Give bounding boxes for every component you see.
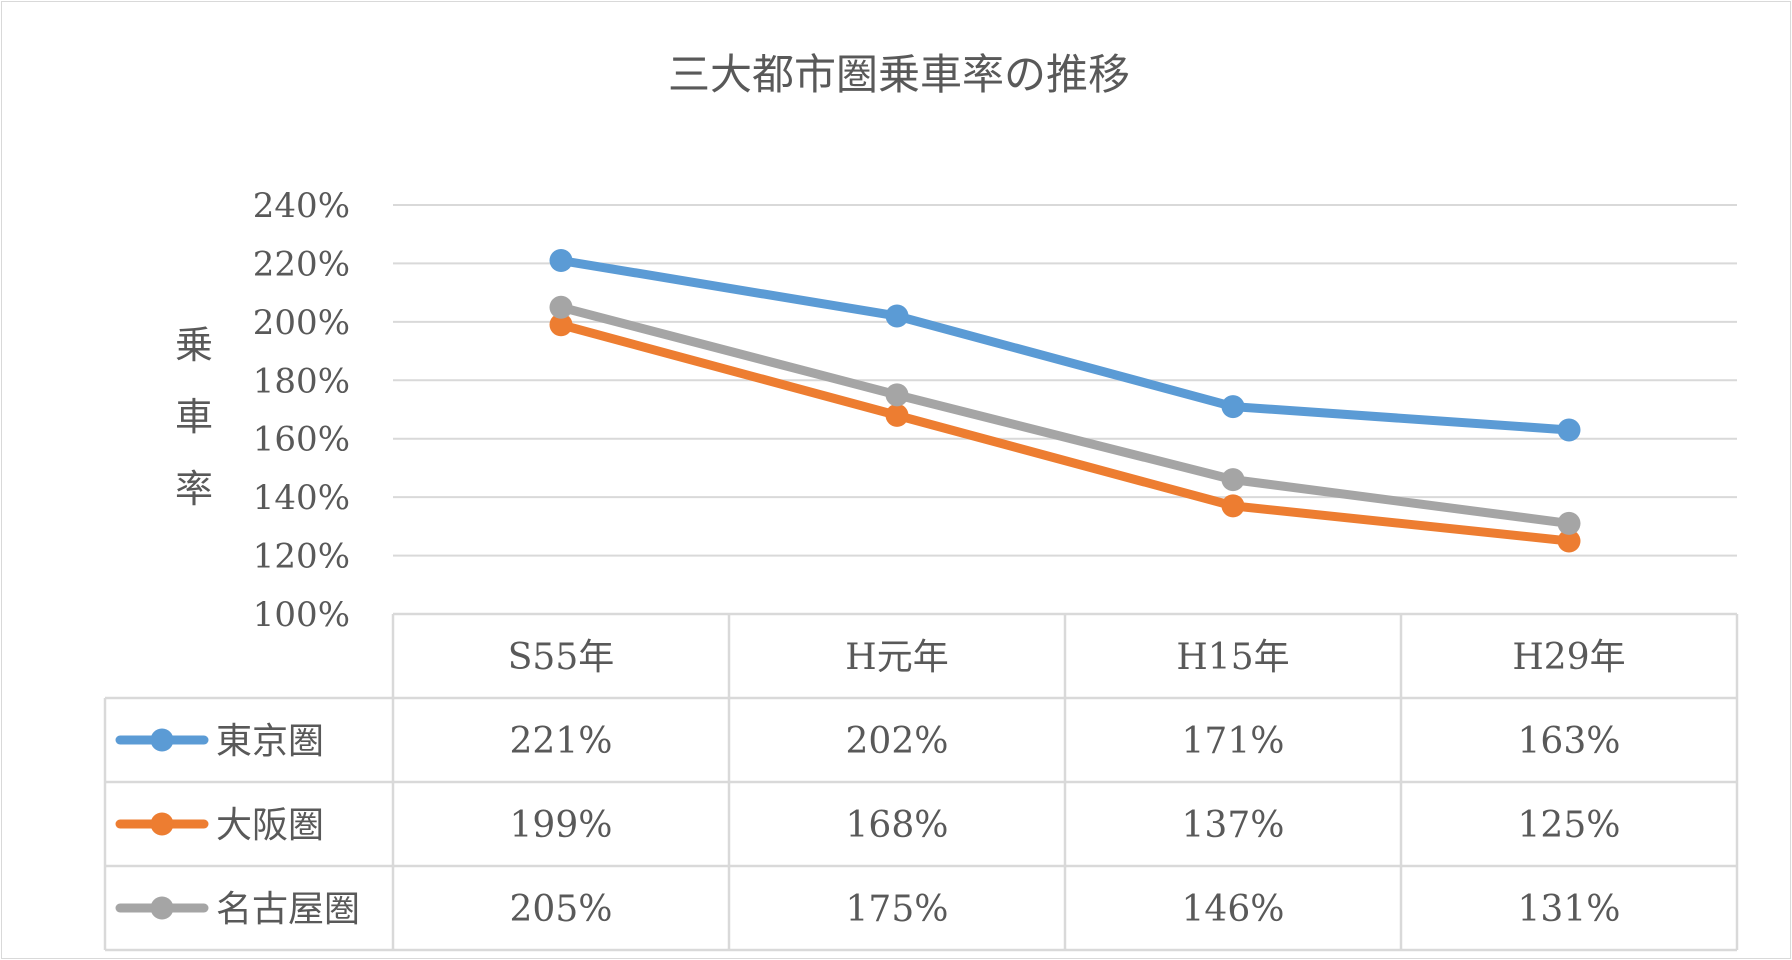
- data-point: [885, 383, 909, 407]
- data-table-value: 199%: [510, 805, 613, 846]
- y-tick-label: 140%: [253, 478, 350, 518]
- data-point: [885, 304, 909, 328]
- legend-marker-key: [150, 896, 174, 920]
- legend-entry: 大阪圏: [216, 805, 324, 846]
- y-tick-label: 200%: [253, 303, 350, 343]
- data-table-value: 221%: [510, 721, 613, 762]
- category-label: H元年: [845, 637, 948, 678]
- data-table-value: 175%: [846, 889, 949, 930]
- data-point: [885, 403, 909, 427]
- data-table-value: 137%: [1182, 805, 1285, 846]
- data-point: [549, 249, 573, 273]
- data-table-value: 202%: [846, 721, 949, 762]
- data-point: [1557, 511, 1581, 535]
- y-tick-label: 100%: [253, 595, 350, 635]
- y-tick-label: 120%: [253, 537, 350, 577]
- data-table-value: 205%: [510, 889, 613, 930]
- data-point: [549, 295, 573, 319]
- y-axis-label-char: 率: [175, 467, 213, 511]
- data-point: [1221, 494, 1245, 518]
- data-point: [1557, 418, 1581, 442]
- y-tick-label: 240%: [253, 186, 350, 226]
- y-axis-label-char: 車: [175, 395, 213, 439]
- category-label: H15年: [1176, 637, 1289, 678]
- gridlines: [393, 204, 1737, 557]
- series-line: [556, 256, 1574, 435]
- category-label: S55年: [508, 637, 614, 678]
- series-lines: [549, 249, 1581, 553]
- data-point: [1557, 529, 1581, 553]
- category-label: H29年: [1512, 637, 1625, 678]
- series-line: [556, 302, 1574, 528]
- legend-marker-key: [150, 728, 174, 752]
- data-table-value: 168%: [846, 805, 949, 846]
- legend-marker-key: [150, 812, 174, 836]
- data-point: [1221, 468, 1245, 492]
- data-point: [1221, 395, 1245, 419]
- data-table-value: 163%: [1518, 721, 1621, 762]
- y-tick-label: 160%: [253, 420, 350, 460]
- y-tick-label: 180%: [253, 361, 350, 401]
- y-tick-label: 220%: [253, 244, 350, 284]
- y-axis-label-char: 乗: [175, 323, 213, 367]
- data-table-value: 131%: [1518, 889, 1621, 930]
- data-table-value: 171%: [1182, 721, 1285, 762]
- legend-entry: 名古屋圏: [216, 889, 360, 930]
- series-line: [556, 320, 1574, 546]
- y-axis-ticks: 100% 120% 140% 160% 180% 200% 220% 240%: [253, 186, 350, 635]
- data-table-value: 125%: [1518, 805, 1621, 846]
- legend-entry: 東京圏: [216, 721, 324, 762]
- chart-title: 三大都市圏乗車率の推移: [668, 50, 1130, 99]
- data-table-value: 146%: [1182, 889, 1285, 930]
- y-axis-label: 乗車率: [175, 323, 213, 511]
- data-point: [549, 313, 573, 337]
